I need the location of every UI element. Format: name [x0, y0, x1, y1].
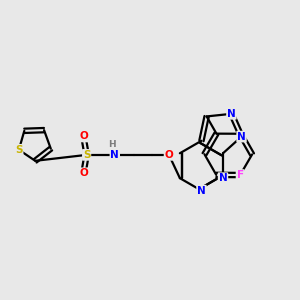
Text: O: O: [165, 150, 173, 160]
Text: N: N: [219, 173, 227, 183]
Text: O: O: [79, 168, 88, 178]
Text: S: S: [15, 145, 22, 155]
Text: O: O: [79, 131, 88, 142]
Text: S: S: [83, 150, 90, 160]
Text: F: F: [236, 170, 244, 180]
Text: N: N: [110, 150, 119, 160]
Text: N: N: [227, 109, 236, 119]
Text: H: H: [108, 140, 116, 148]
Text: N: N: [237, 132, 246, 142]
Text: N: N: [197, 186, 206, 196]
